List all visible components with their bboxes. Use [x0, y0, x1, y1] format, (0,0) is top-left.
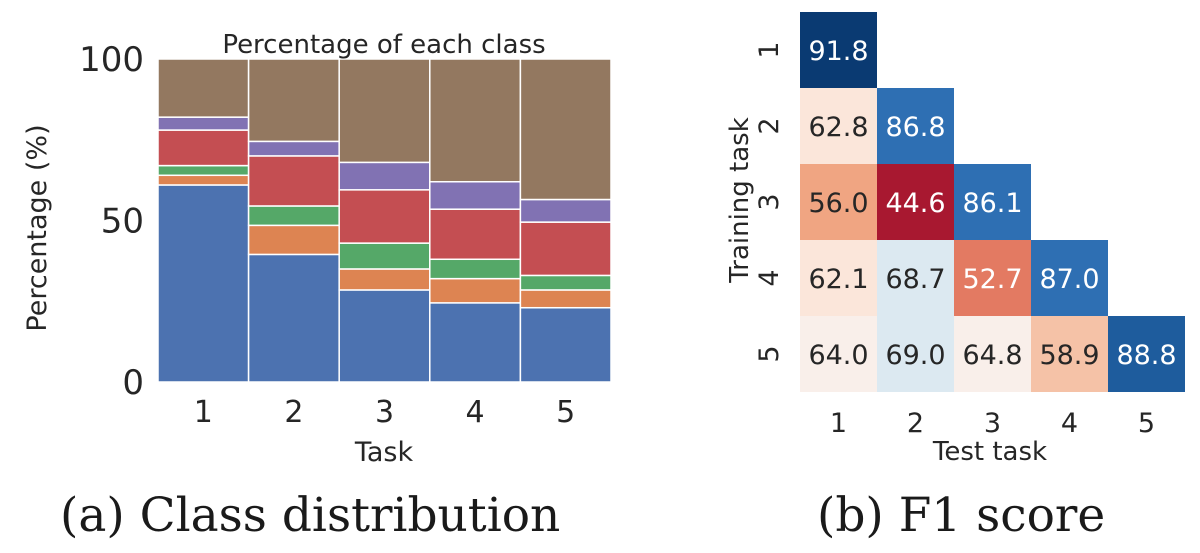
bar-segment [429, 58, 522, 183]
heatmap-cell [954, 316, 1031, 392]
heatmap-cell-label: 64.8 [962, 340, 1022, 371]
heatmap-cell-label: 69.0 [885, 340, 945, 371]
heatmap-cell-label: 52.7 [962, 264, 1022, 295]
bar-segment [519, 274, 612, 291]
heatmap-cell-label: 91.8 [808, 36, 868, 67]
bar-segment [157, 116, 250, 131]
heatmap-cell-label: 58.9 [1039, 340, 1099, 371]
bar-y-tick-label: 0 [122, 363, 144, 403]
heatmap-y-axis-label: Training task [725, 117, 755, 284]
heatmap-cell [877, 240, 954, 316]
heatmap-cell [954, 240, 1031, 316]
bar-segment [247, 253, 340, 383]
bar-x-tick-label: 5 [556, 395, 575, 430]
heatmap-cell [954, 164, 1031, 240]
bar-y-axis-label: Percentage (%) [22, 124, 53, 331]
heatmap-cell-label: 64.0 [808, 340, 868, 371]
caption-class-distribution: (a) Class distribution [60, 488, 561, 543]
heatmap-cell [1108, 316, 1185, 392]
bar-segment [429, 208, 522, 261]
heatmap-cell [800, 316, 877, 392]
heatmap-x-tick-label: 3 [984, 408, 1001, 439]
bar-segment [338, 189, 431, 244]
heatmap-cell [800, 240, 877, 316]
heatmap-cell [877, 316, 954, 392]
heatmap-x-tick-label: 2 [907, 408, 924, 439]
bar-segment [338, 289, 431, 383]
heatmap-y-tick-label: 1 [754, 41, 785, 58]
bar-segment [157, 174, 250, 186]
heatmap-cell [800, 88, 877, 164]
heatmap-cell-label: 56.0 [808, 188, 868, 219]
heatmap-cell [800, 164, 877, 240]
bar-segment [247, 155, 340, 207]
bar-x-tick-label: 4 [466, 395, 485, 430]
stacked-bar-chart: 0 50 100 1 2 3 4 5 Percentage of each class Tas… [22, 30, 612, 468]
bar-chart-title: Percentage of each class [222, 30, 545, 60]
heatmap-x-tick-label: 4 [1061, 408, 1078, 439]
heatmap-x-axis-label: Test task [932, 437, 1047, 467]
bar-segment [519, 198, 612, 223]
bar-segment [519, 289, 612, 309]
heatmap-cell-label: 86.1 [962, 188, 1022, 219]
heatmap-y-tick-label: 2 [754, 117, 785, 134]
bar-segment [247, 140, 340, 157]
heatmap-x-tick-label: 1 [830, 408, 847, 439]
heatmap-cell [1031, 316, 1108, 392]
bar-segment [157, 184, 250, 383]
bar-segment [519, 306, 612, 383]
bar-x-tick-label: 2 [284, 395, 303, 430]
caption-f1-score: (b) F1 score [817, 488, 1106, 543]
bar-y-tick-label: 100 [79, 40, 144, 80]
bar-segment [429, 302, 522, 383]
heatmap-cell-label: 88.8 [1116, 340, 1176, 371]
heatmap-x-tick-label: 5 [1138, 408, 1155, 439]
bar-segment [247, 224, 340, 256]
heatmap-cell [877, 164, 954, 240]
heatmap-cell-label: 87.0 [1039, 264, 1099, 295]
heatmap-cell-label: 62.1 [808, 264, 868, 295]
bar-segment [519, 58, 612, 201]
bar-segment [247, 58, 340, 143]
bar-segment [157, 58, 250, 118]
heatmap-y-tick-label: 4 [754, 269, 785, 286]
bar-segment [429, 258, 522, 280]
bar-segment [157, 164, 250, 177]
heatmap-cell [877, 88, 954, 164]
bar-segment [247, 205, 340, 227]
bar-segment [157, 129, 250, 167]
bar-segment [429, 180, 522, 210]
heatmap-cell-label: 68.7 [885, 264, 945, 295]
heatmap-cell-label: 44.6 [885, 188, 945, 219]
bar-x-axis-label: Task [354, 437, 414, 468]
bar-segment [338, 161, 431, 191]
bar-x-tick-label: 1 [194, 395, 213, 430]
f1-heatmap: 91.8 62.8 86.8 56.0 44.6 86.1 62.1 68.7 52.7 87.0… [725, 12, 1185, 467]
heatmap-cell-label: 86.8 [885, 112, 945, 143]
bar-y-tick-label: 50 [101, 202, 144, 242]
bar-segment [338, 58, 431, 164]
bar-segment [338, 268, 431, 291]
bar-segment [338, 242, 431, 270]
heatmap-y-tick-label: 3 [754, 193, 785, 210]
bar-segment [519, 221, 612, 277]
bar-x-tick-label: 3 [375, 395, 394, 430]
heatmap-y-tick-label: 5 [754, 345, 785, 362]
heatmap-cell [800, 12, 877, 88]
heatmap-cell-label: 62.8 [808, 112, 868, 143]
heatmap-cell [1031, 240, 1108, 316]
bar-segment [429, 277, 522, 304]
